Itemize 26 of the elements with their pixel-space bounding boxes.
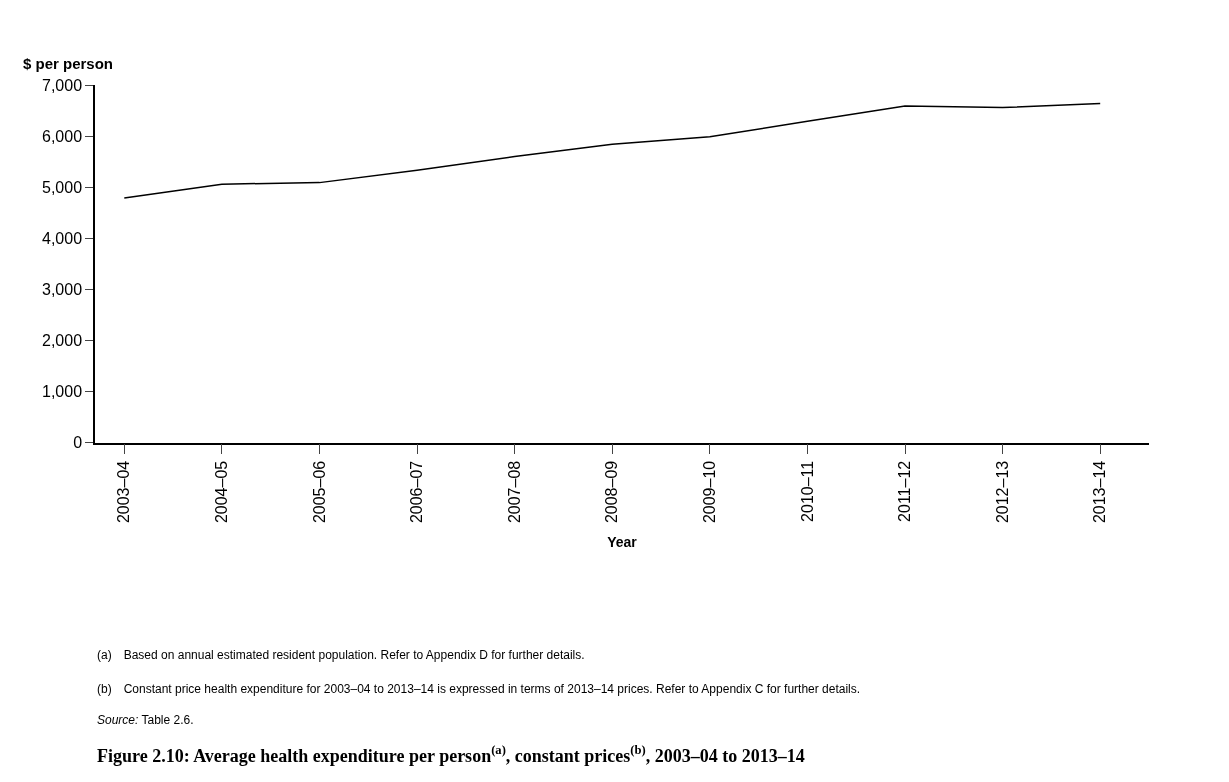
source-note: Source: Table 2.6. (97, 713, 194, 727)
x-tick-label: 2006–07 (408, 460, 426, 524)
y-tick-label: 1,000 (42, 383, 83, 401)
x-tick-label: 2009–10 (701, 460, 719, 524)
y-tick-label: 7,000 (42, 76, 83, 94)
x-tick-label: 2012–13 (993, 460, 1011, 524)
text: Figure 2.10: Average health expenditure per person$^{(a)}$, constant prices$^{(b)}$, 2003–04 to 2013–14 (97, 743, 805, 766)
x-tick-label: 2011–12 (896, 460, 914, 522)
x-axis-title: Year (607, 533, 638, 550)
y-tick-label: 2,000 (42, 332, 83, 350)
text: (b) Constant price health expenditure for 2003–04 to 2013–14 is expressed in terms of 2013–14 prices. Refer to Appendix C for further details. (97, 682, 861, 696)
line-series (123, 102, 1101, 199)
y-axis-title: $ per person (23, 55, 114, 72)
x-tick-label: 2008–09 (603, 460, 621, 524)
y-tick-label: 6,000 (42, 127, 83, 145)
x-tick-label: 2005–06 (310, 460, 328, 524)
x-tick-label: 2003–04 (115, 460, 133, 524)
y-tick-label: 0 (73, 434, 83, 452)
y-tick-label: 5,000 (42, 178, 83, 196)
x-tick-label: 2004–05 (213, 460, 231, 524)
y-tick-label: 3,000 (42, 280, 83, 298)
x-tick-label: 2010–11 (798, 460, 816, 522)
x-tick-label: 2013–14 (1091, 460, 1109, 524)
y-tick-label: 4,000 (42, 229, 83, 247)
text: (a) Based on annual estimated resident population. Refer to Appendix D for further details. (97, 648, 585, 662)
x-tick-label: 2007–08 (505, 460, 523, 524)
